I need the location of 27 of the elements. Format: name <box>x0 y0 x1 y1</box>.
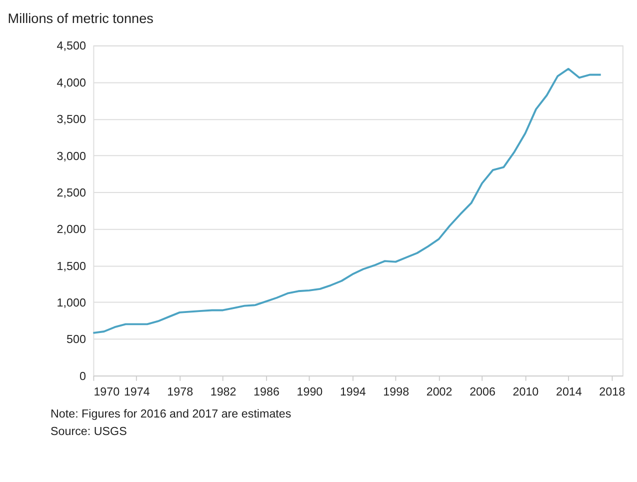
y-tick-label: 1,000 <box>56 296 86 310</box>
x-tick-label: 1998 <box>383 385 410 398</box>
x-tick-label: 2018 <box>599 385 626 398</box>
y-tick-label: 2,500 <box>56 186 86 200</box>
x-tick-label: 1974 <box>124 385 150 398</box>
x-tick-label: 2010 <box>512 385 540 398</box>
y-tick-label: 2,000 <box>56 223 86 236</box>
y-tick-label: 500 <box>66 333 86 346</box>
x-tick-label: 1990 <box>296 385 324 398</box>
x-tick-label: 1986 <box>254 385 280 398</box>
line-series <box>92 68 602 334</box>
y-tick-label: 3,500 <box>56 113 86 126</box>
x-tick-label: 1982 <box>210 385 236 398</box>
y-tick-label: 4,500 <box>56 40 86 53</box>
y-tick-label: 1,500 <box>56 260 86 273</box>
x-tick-label: 2014 <box>556 385 582 398</box>
x-tick-label: 2002 <box>426 385 452 398</box>
y-tick-label: 0 <box>79 370 86 383</box>
y-tick-label: 3,000 <box>56 150 86 163</box>
x-tick-label: 1978 <box>167 385 194 398</box>
x-tick-label: 2006 <box>470 385 496 398</box>
text: Note: Figures for 2016 and 2017 are estimates <box>50 407 292 420</box>
source-note: Source: USGS <box>50 424 128 438</box>
x-tick-label: 1970 <box>94 385 120 398</box>
x-tick-label: 1994 <box>340 385 366 398</box>
y-axis-title: Millions of metric tonnes <box>8 11 154 26</box>
y-tick-label: 4,000 <box>56 76 86 90</box>
